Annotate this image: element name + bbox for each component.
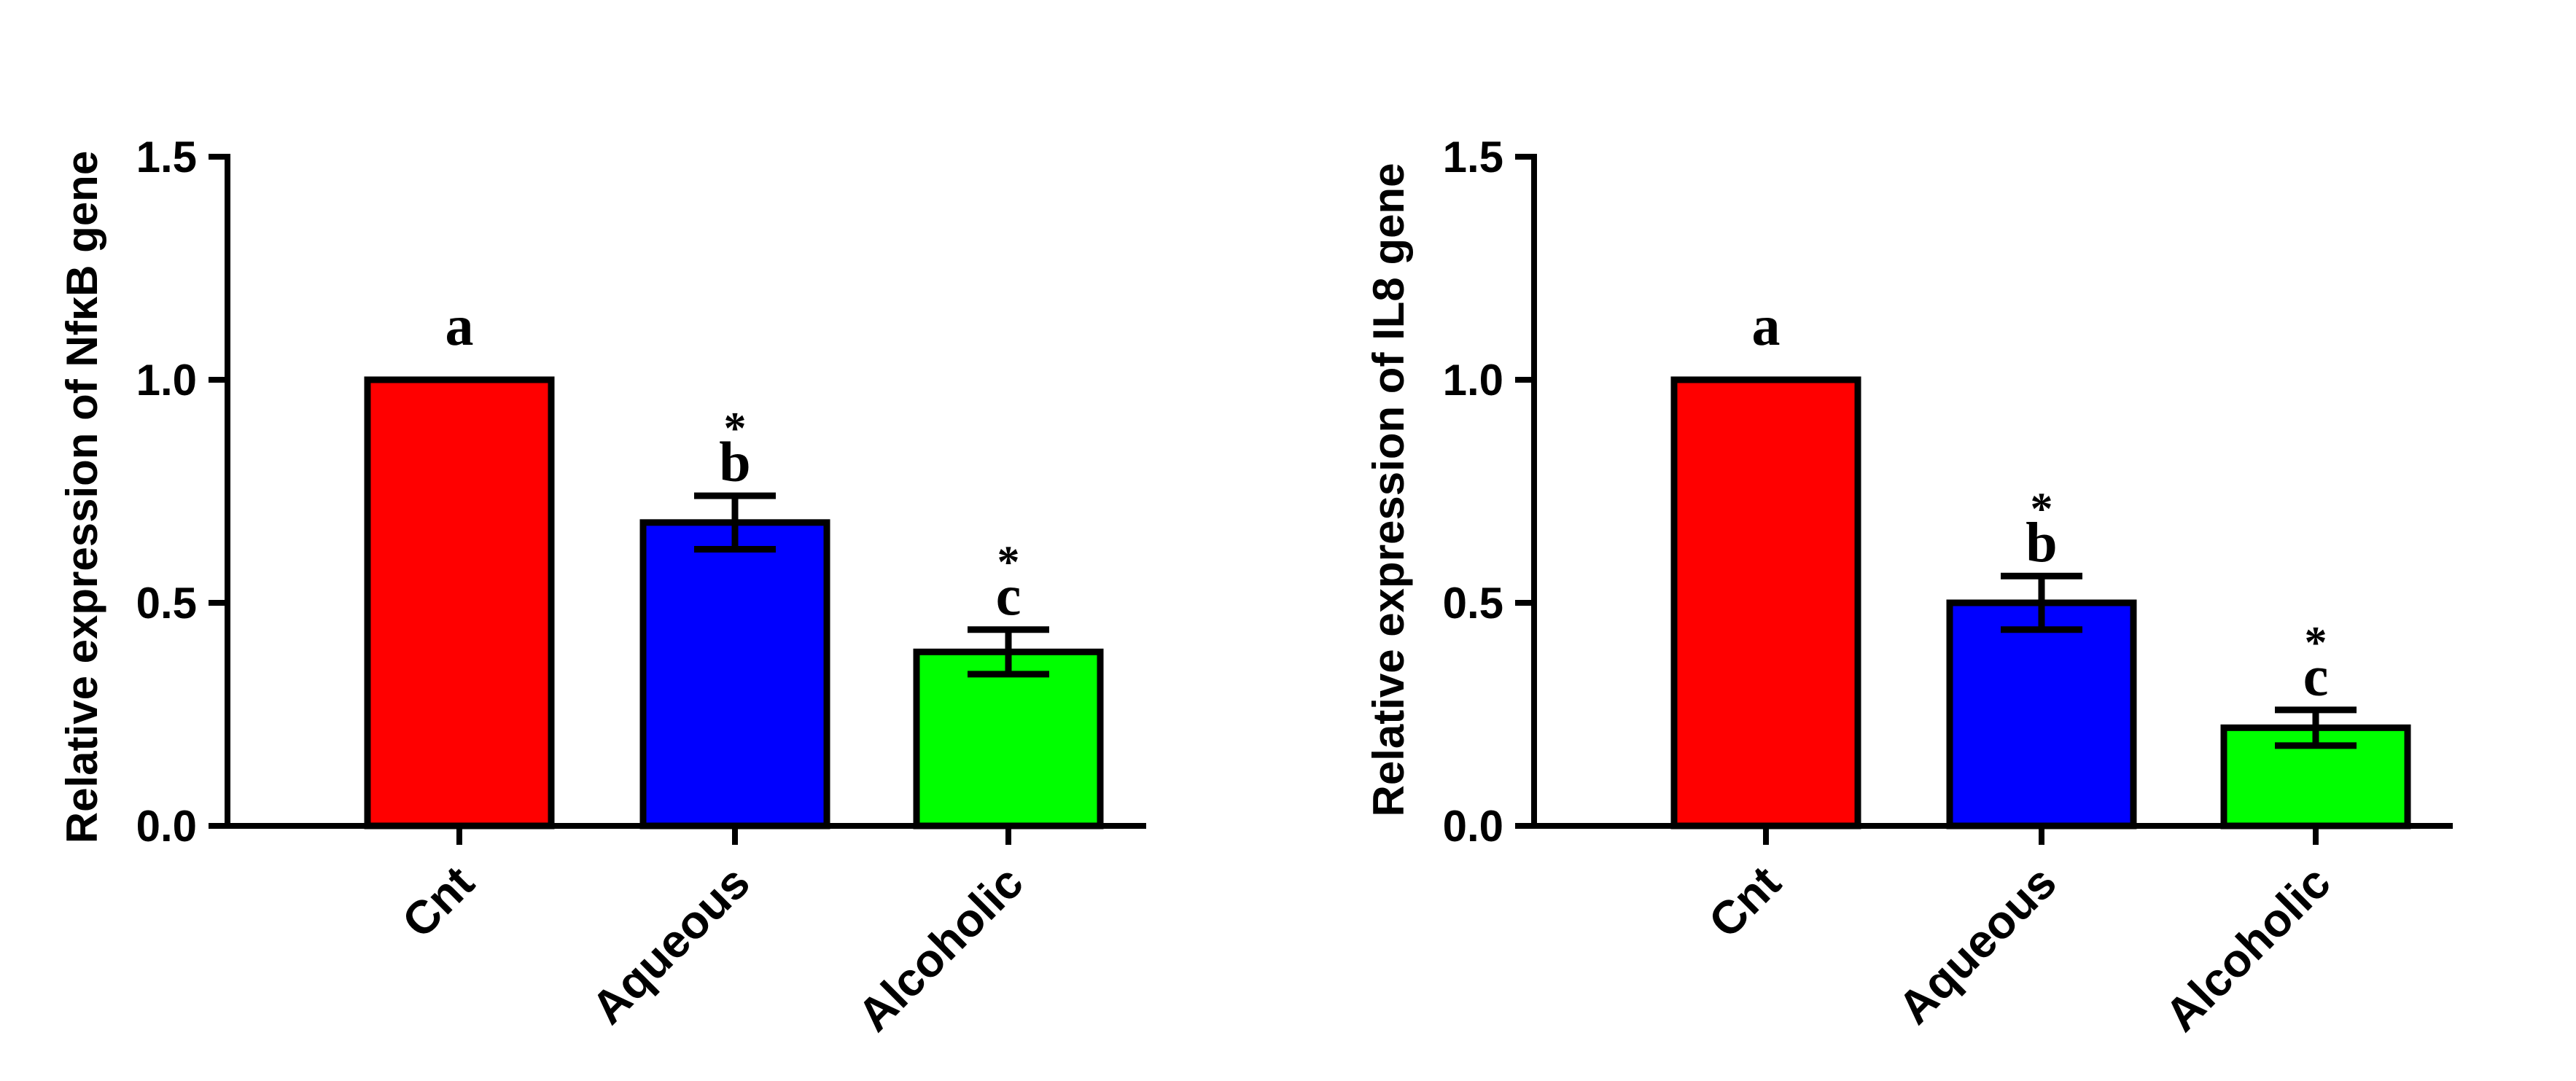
il8-error-bar-alcoholic (2275, 706, 2357, 749)
il8-significance-star: * (2031, 484, 2053, 534)
il8-category-label: Cnt (1699, 856, 1791, 948)
il8-significance-letter: b (2026, 510, 2057, 574)
il8-bar-cnt (1670, 376, 1861, 830)
il8-bar-aqueous (1946, 599, 2137, 830)
il8-category-label: Alcoholic (2155, 856, 2340, 1042)
nfkb-error-bar-alcoholic (968, 626, 1049, 678)
nfkb-bar-cnt (364, 376, 555, 830)
nfkb-y-axis-label: Relative expression of NfκB gene (58, 151, 106, 843)
nfkb-y-tick-label: 1.0 (136, 356, 197, 405)
nfkb-category-label: Alcoholic (847, 856, 1033, 1042)
nfkb-category-label: Aqueous (581, 856, 760, 1034)
nfkb-significance-star: * (724, 404, 747, 453)
il8-significance-letter: a (1752, 294, 1781, 357)
nfkb-bar-aqueous (639, 519, 830, 830)
il8-y-tick-label: 1.0 (1443, 356, 1503, 405)
il8-chart-panel: Relative expression of IL8 gene 0.0 0.5 1.… (1364, 133, 2453, 1042)
il8-y-tick-label: 1.5 (1443, 133, 1503, 182)
nfkb-error-bar-aqueous (694, 492, 776, 553)
il8-significance-letter: c (2303, 644, 2329, 708)
il8-significance-star: * (2305, 618, 2327, 668)
nfkb-y-tick-label: 0.5 (136, 579, 197, 628)
nfkb-y-tick-label: 0.0 (136, 802, 197, 851)
nfkb-y-tick-label: 1.5 (136, 133, 197, 182)
nfkb-significance-letter: a (445, 294, 474, 357)
nfkb-significance-letter: c (996, 564, 1022, 628)
il8-error-bar-aqueous (2001, 572, 2082, 633)
il8-y-tick-label: 0.0 (1443, 802, 1503, 851)
il8-y-tick-label: 0.5 (1443, 579, 1503, 628)
nfkb-chart-panel: Relative expression of NfκB gene 0.0 0.5 1… (58, 133, 1146, 1042)
il8-y-axis-label: Relative expression of IL8 gene (1364, 163, 1413, 817)
nfkb-significance-letter: b (719, 430, 750, 493)
nfkb-bar-alcoholic (913, 648, 1104, 830)
il8-category-label: Aqueous (1888, 856, 2066, 1034)
nfkb-category-label: Cnt (392, 856, 484, 948)
nfkb-significance-star: * (997, 538, 1020, 588)
